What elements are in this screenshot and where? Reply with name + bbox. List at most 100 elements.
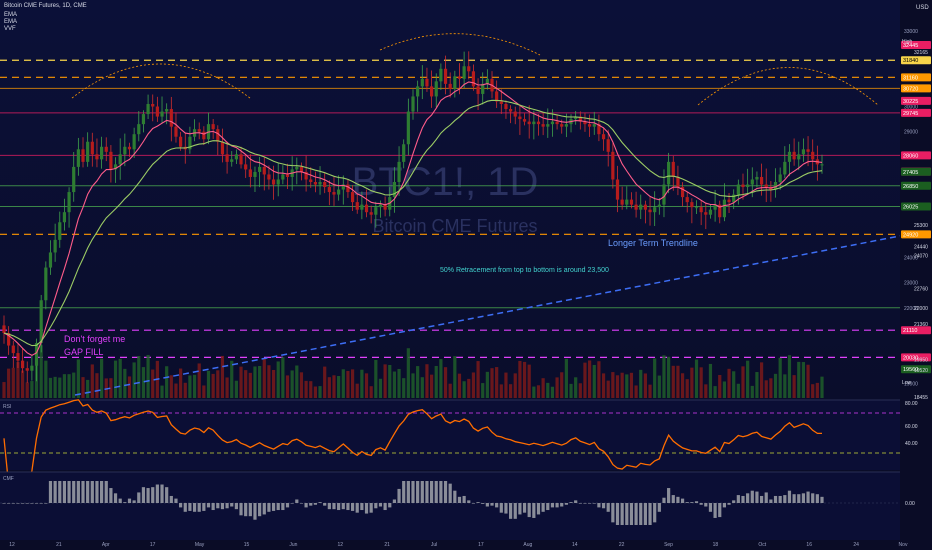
volume-bar-41 — [192, 374, 197, 398]
candle-body-108 — [504, 104, 508, 110]
price-axis[interactable] — [900, 0, 932, 550]
cmf-bar-46 — [216, 503, 220, 509]
candle-body-106 — [495, 91, 499, 102]
high-label: High — [902, 39, 913, 45]
candle-body-150 — [699, 207, 703, 213]
cmf-bar-94 — [439, 481, 443, 503]
candle-body-15 — [72, 166, 76, 193]
volume-bar-25 — [118, 358, 122, 398]
rounding-top-arc-3 — [697, 67, 879, 106]
level-label-3: 30720 — [903, 86, 918, 92]
cmf-bar-24 — [113, 493, 118, 503]
longer-term-trendline[interactable] — [74, 234, 906, 396]
cmf-bar-82 — [383, 503, 387, 511]
cmf-bar-150 — [699, 503, 703, 505]
cmf-bar-127 — [592, 503, 596, 504]
volume-bar-28 — [132, 362, 136, 398]
indicator-ema-1[interactable]: EMA — [4, 12, 18, 18]
level-label-bg-4 — [901, 96, 931, 105]
cmf-bar-47 — [220, 503, 225, 510]
candle-body-173 — [806, 149, 810, 152]
cmf-bar-104 — [485, 503, 489, 507]
cmf-bar-50 — [234, 503, 238, 510]
symbol-header[interactable]: Bitcoin CME Futures, 1D, CME — [4, 3, 87, 9]
cmf-bar-96 — [448, 483, 452, 503]
volume-bar-156 — [727, 368, 731, 398]
cmf-bar-81 — [378, 503, 383, 507]
axis-label-7: 19950 — [914, 357, 928, 363]
volume-bar-18 — [86, 379, 90, 398]
candle-body-31 — [146, 104, 150, 115]
volume-bar-125 — [583, 362, 587, 398]
price-tick-4: 24000 — [904, 255, 918, 261]
volume-bar-164 — [764, 380, 768, 398]
candle-body-47 — [220, 141, 225, 155]
indicator-vvf[interactable]: VVF — [4, 26, 16, 32]
cmf-bar-158 — [736, 495, 740, 503]
candle-body-23 — [109, 151, 113, 170]
indicator-ema-2[interactable]: EMA — [4, 19, 18, 25]
volume-bar-75 — [350, 369, 355, 398]
candle-body-59 — [276, 179, 280, 185]
cmf-bar-89 — [416, 481, 420, 503]
candle-body-120 — [560, 124, 564, 127]
cmf-bar-163 — [759, 495, 764, 503]
candle-body-143 — [667, 161, 671, 185]
volume-bar-153 — [713, 386, 717, 398]
candle-body-156 — [727, 199, 731, 203]
level-label-bg-0 — [901, 41, 931, 49]
volume-bar-118 — [550, 386, 555, 398]
cmf-bar-139 — [648, 503, 652, 525]
candle-body-26 — [123, 146, 127, 155]
volume-bar-17 — [81, 377, 85, 398]
cmf-bar-88 — [411, 481, 415, 503]
candle-body-139 — [648, 209, 652, 213]
time-tick-14: Sep — [664, 542, 673, 548]
volume-bar-4 — [20, 370, 25, 398]
volume-bar-166 — [773, 373, 778, 398]
cmf-bar-16 — [76, 481, 80, 503]
volume-bar-72 — [337, 376, 341, 398]
cmf-bar-161 — [750, 490, 754, 503]
candle-body-130 — [606, 139, 610, 152]
cmf-bar-133 — [620, 503, 624, 525]
time-tick-2: Apr — [102, 542, 110, 548]
cmf-bar-92 — [429, 481, 434, 503]
cmf-bar-176 — [820, 496, 824, 503]
cmf-bar-112 — [522, 503, 527, 513]
candle-body-21 — [100, 146, 104, 160]
volume-bar-106 — [495, 367, 499, 398]
cmf-bar-52 — [244, 503, 248, 517]
volume-bar-30 — [141, 367, 146, 398]
volume-bar-0 — [2, 382, 6, 398]
volume-bar-1 — [7, 368, 11, 398]
candle-body-162 — [755, 176, 759, 180]
candle-body-78 — [364, 204, 369, 213]
rsi-pane — [0, 400, 900, 470]
candle-body-137 — [639, 204, 643, 210]
volume-bar-83 — [388, 364, 392, 398]
cmf-bar-103 — [481, 503, 485, 504]
cmf-bar-78 — [364, 503, 369, 514]
candle-body-148 — [690, 202, 694, 208]
cmf-bar-162 — [755, 491, 759, 503]
volume-bar-70 — [327, 377, 331, 398]
volume-bar-2 — [11, 367, 15, 398]
volume-bar-114 — [532, 386, 536, 398]
cmf-bar-145 — [676, 496, 680, 503]
volume-bar-84 — [392, 371, 397, 398]
volume-bar-165 — [769, 378, 773, 398]
cmf-bar-79 — [369, 503, 373, 513]
volume-bar-135 — [629, 372, 634, 398]
volume-bar-128 — [597, 361, 601, 398]
cmf-bar-48 — [225, 503, 229, 509]
cmf-bar-124 — [578, 503, 582, 504]
cmf-bar-128 — [597, 503, 601, 508]
volume-bar-31 — [146, 354, 150, 398]
candle-body-113 — [527, 121, 531, 125]
volume-bar-117 — [546, 382, 550, 398]
cmf-bar-7 — [34, 503, 39, 504]
volume-bar-3 — [16, 362, 20, 398]
candle-body-42 — [197, 129, 201, 132]
